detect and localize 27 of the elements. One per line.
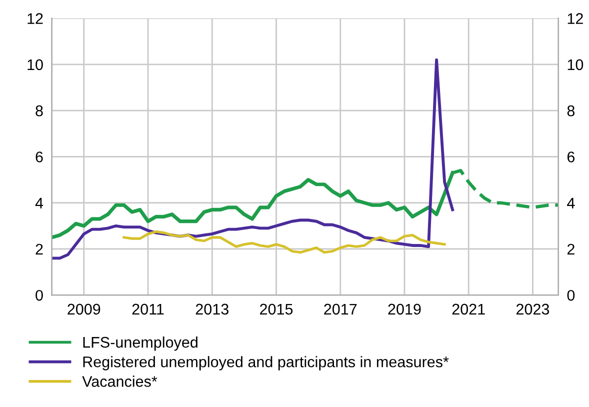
legend-label: Vacancies* — [82, 376, 158, 387]
x-tick-label: 2009 — [68, 304, 100, 315]
x-tick-label: 2015 — [260, 304, 293, 315]
line-series — [122, 230, 446, 254]
y-tick-label: 10 — [28, 59, 43, 70]
y2-tick-label: 12 — [568, 13, 583, 24]
legend-label: LFS-unemployed — [83, 336, 198, 351]
y-tick-label: 2 — [36, 244, 43, 254]
y2-tick-label: 8 — [567, 105, 575, 116]
x-tick-label: 2019 — [388, 304, 421, 315]
y2-tick-label: 6 — [567, 152, 575, 162]
x-tick-label: 2021 — [452, 304, 485, 315]
y-tick-label: 12 — [28, 13, 43, 24]
line-series — [52, 58, 454, 260]
x-tick-label: 2023 — [516, 304, 550, 315]
x-tick-label: 2017 — [324, 304, 357, 315]
y-tick-label: 0 — [36, 290, 43, 301]
legend-label: Registered unemployed and participants in measures* — [83, 356, 449, 370]
y-tick-label: 4 — [35, 198, 44, 208]
y-tick-label: 8 — [36, 105, 43, 116]
y2-tick-label: 0 — [567, 290, 575, 301]
y-tick-label: 6 — [36, 152, 43, 162]
y2-tick-label: 10 — [568, 59, 584, 70]
x-tick-label: 2013 — [196, 304, 228, 315]
x-tick-label: 2011 — [132, 304, 164, 315]
y2-tick-label: 4 — [567, 198, 575, 208]
y2-tick-label: 2 — [567, 244, 574, 254]
